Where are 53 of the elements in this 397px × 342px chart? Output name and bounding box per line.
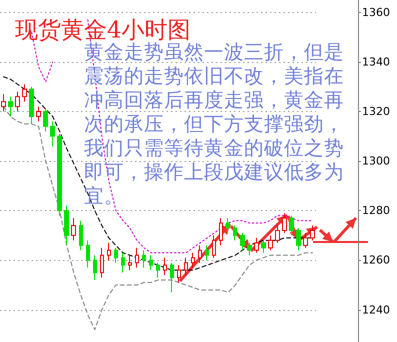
candlestick [128,254,132,271]
candlestick [86,240,90,268]
candlestick [219,218,223,246]
candlestick [198,244,202,264]
candlestick [79,220,83,251]
candlestick [268,234,273,251]
candlestick [107,242,111,261]
candlestick [121,252,125,274]
candlestick [233,225,237,241]
candlestick [261,240,266,254]
candlestick [254,237,259,254]
y-tick-label: 1300 [362,154,390,168]
candlestick [275,225,280,244]
y-tick-label: 1320 [362,105,390,118]
candlestick [226,218,230,234]
candlestick [310,225,315,241]
candlestick [247,242,252,256]
candlestick [15,91,20,112]
candlestick [289,215,294,236]
text: 现货黄金4小时图 [15,18,191,44]
candlestick [29,86,34,124]
candlestick [36,106,41,122]
y-tick-label: 1240 [362,303,390,316]
candlestick [57,133,62,216]
candlestick [282,212,287,234]
candlestick [114,247,118,264]
candlestick [296,228,301,251]
candlestick [163,257,167,276]
candlestick [184,257,188,276]
candlestick [156,262,160,278]
candlestick [177,264,181,284]
candlestick [303,232,308,248]
candlestick [71,218,76,241]
candlestick [43,108,48,132]
candlestick [64,205,69,246]
candlestick [149,254,153,271]
candlestick [142,250,146,268]
candlestick [22,84,27,102]
y-tick-label: 1360 [362,6,390,19]
candlestick [240,232,245,251]
candlestick [170,262,174,293]
y-tick-label: 1280 [362,204,390,218]
candlestick [93,254,97,281]
y-tick-label: 1260 [362,254,390,267]
candlestick [191,252,195,268]
candlestick [8,96,13,117]
candlestick [135,247,139,268]
candlestick [205,244,209,261]
candlestick [100,247,104,278]
candlestick [212,234,216,258]
y-tick-label: 1340 [362,55,390,68]
annotation: 黄金走势虽然一波三折，但是震荡的走势依旧不改，美指在冲高回落后再度走强，黄金再次的承压，但下方支撑强劲，我们只需等待黄金的破位之势即可，操作上段戊建议低多为宜。 [84,40,344,208]
candlestick [50,120,55,147]
